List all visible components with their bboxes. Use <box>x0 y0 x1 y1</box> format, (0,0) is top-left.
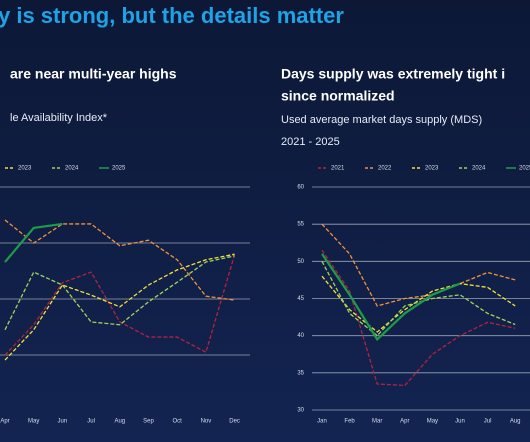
x-tick-label: Jul <box>87 419 95 425</box>
y-tick-label: 40 <box>297 333 304 339</box>
chart-title: since normalized <box>281 88 395 104</box>
legend-label: 2024 <box>472 166 486 172</box>
series-line <box>4 255 235 331</box>
legend-label: 2025 <box>519 166 530 172</box>
x-tick-label: Mar <box>372 419 382 425</box>
x-tick-label: Jan <box>317 419 327 425</box>
chart-subtitle: le Availability Index* <box>10 112 108 124</box>
y-tick-label: 45 <box>297 296 304 302</box>
x-tick-label: Dec <box>229 419 240 425</box>
x-tick-label: Apr <box>400 419 409 425</box>
x-tick-label: Jun <box>58 419 68 425</box>
slide-title: y is strong, but the details matter <box>0 3 344 28</box>
series-line <box>321 223 516 307</box>
x-tick-label: Jul <box>484 419 492 425</box>
x-tick-label: Apr <box>0 419 9 425</box>
chart-subtitle: Used average market days supply (MDS) <box>281 114 482 126</box>
legend-label: 2024 <box>65 166 79 172</box>
series-line <box>321 249 516 387</box>
x-tick-label: Oct <box>173 419 183 425</box>
chart-subtitle: 2021 - 2025 <box>281 136 340 148</box>
chart-title: Days supply was extremely tight i <box>281 66 505 82</box>
series-line <box>321 261 516 337</box>
x-tick-label: Feb <box>344 419 355 425</box>
x-tick-label: Aug <box>510 419 521 425</box>
y-tick-label: 60 <box>297 185 304 191</box>
legend-label: 2022 <box>378 166 392 172</box>
y-tick-label: 35 <box>297 370 304 376</box>
x-tick-label: Jun <box>455 419 465 425</box>
series-line <box>4 254 236 356</box>
legend-label: 2025 <box>112 166 126 172</box>
chart-title: are near multi-year highs <box>10 66 177 82</box>
y-tick-label: 50 <box>297 259 304 265</box>
y-tick-label: 30 <box>297 408 304 414</box>
series-line <box>4 219 235 301</box>
x-tick-label: May <box>28 419 39 425</box>
x-tick-label: Sep <box>143 419 154 425</box>
series-line <box>4 253 235 361</box>
x-tick-label: Aug <box>114 419 125 425</box>
legend-label: 2023 <box>18 166 32 172</box>
series-line <box>4 222 63 263</box>
series-line <box>321 253 461 342</box>
legend-label: 2021 <box>331 166 345 172</box>
series-line <box>321 275 516 333</box>
legend-label: 2023 <box>425 166 439 172</box>
x-tick-label: May <box>427 419 438 425</box>
y-tick-label: 55 <box>297 222 304 228</box>
x-tick-label: Nov <box>201 419 212 425</box>
